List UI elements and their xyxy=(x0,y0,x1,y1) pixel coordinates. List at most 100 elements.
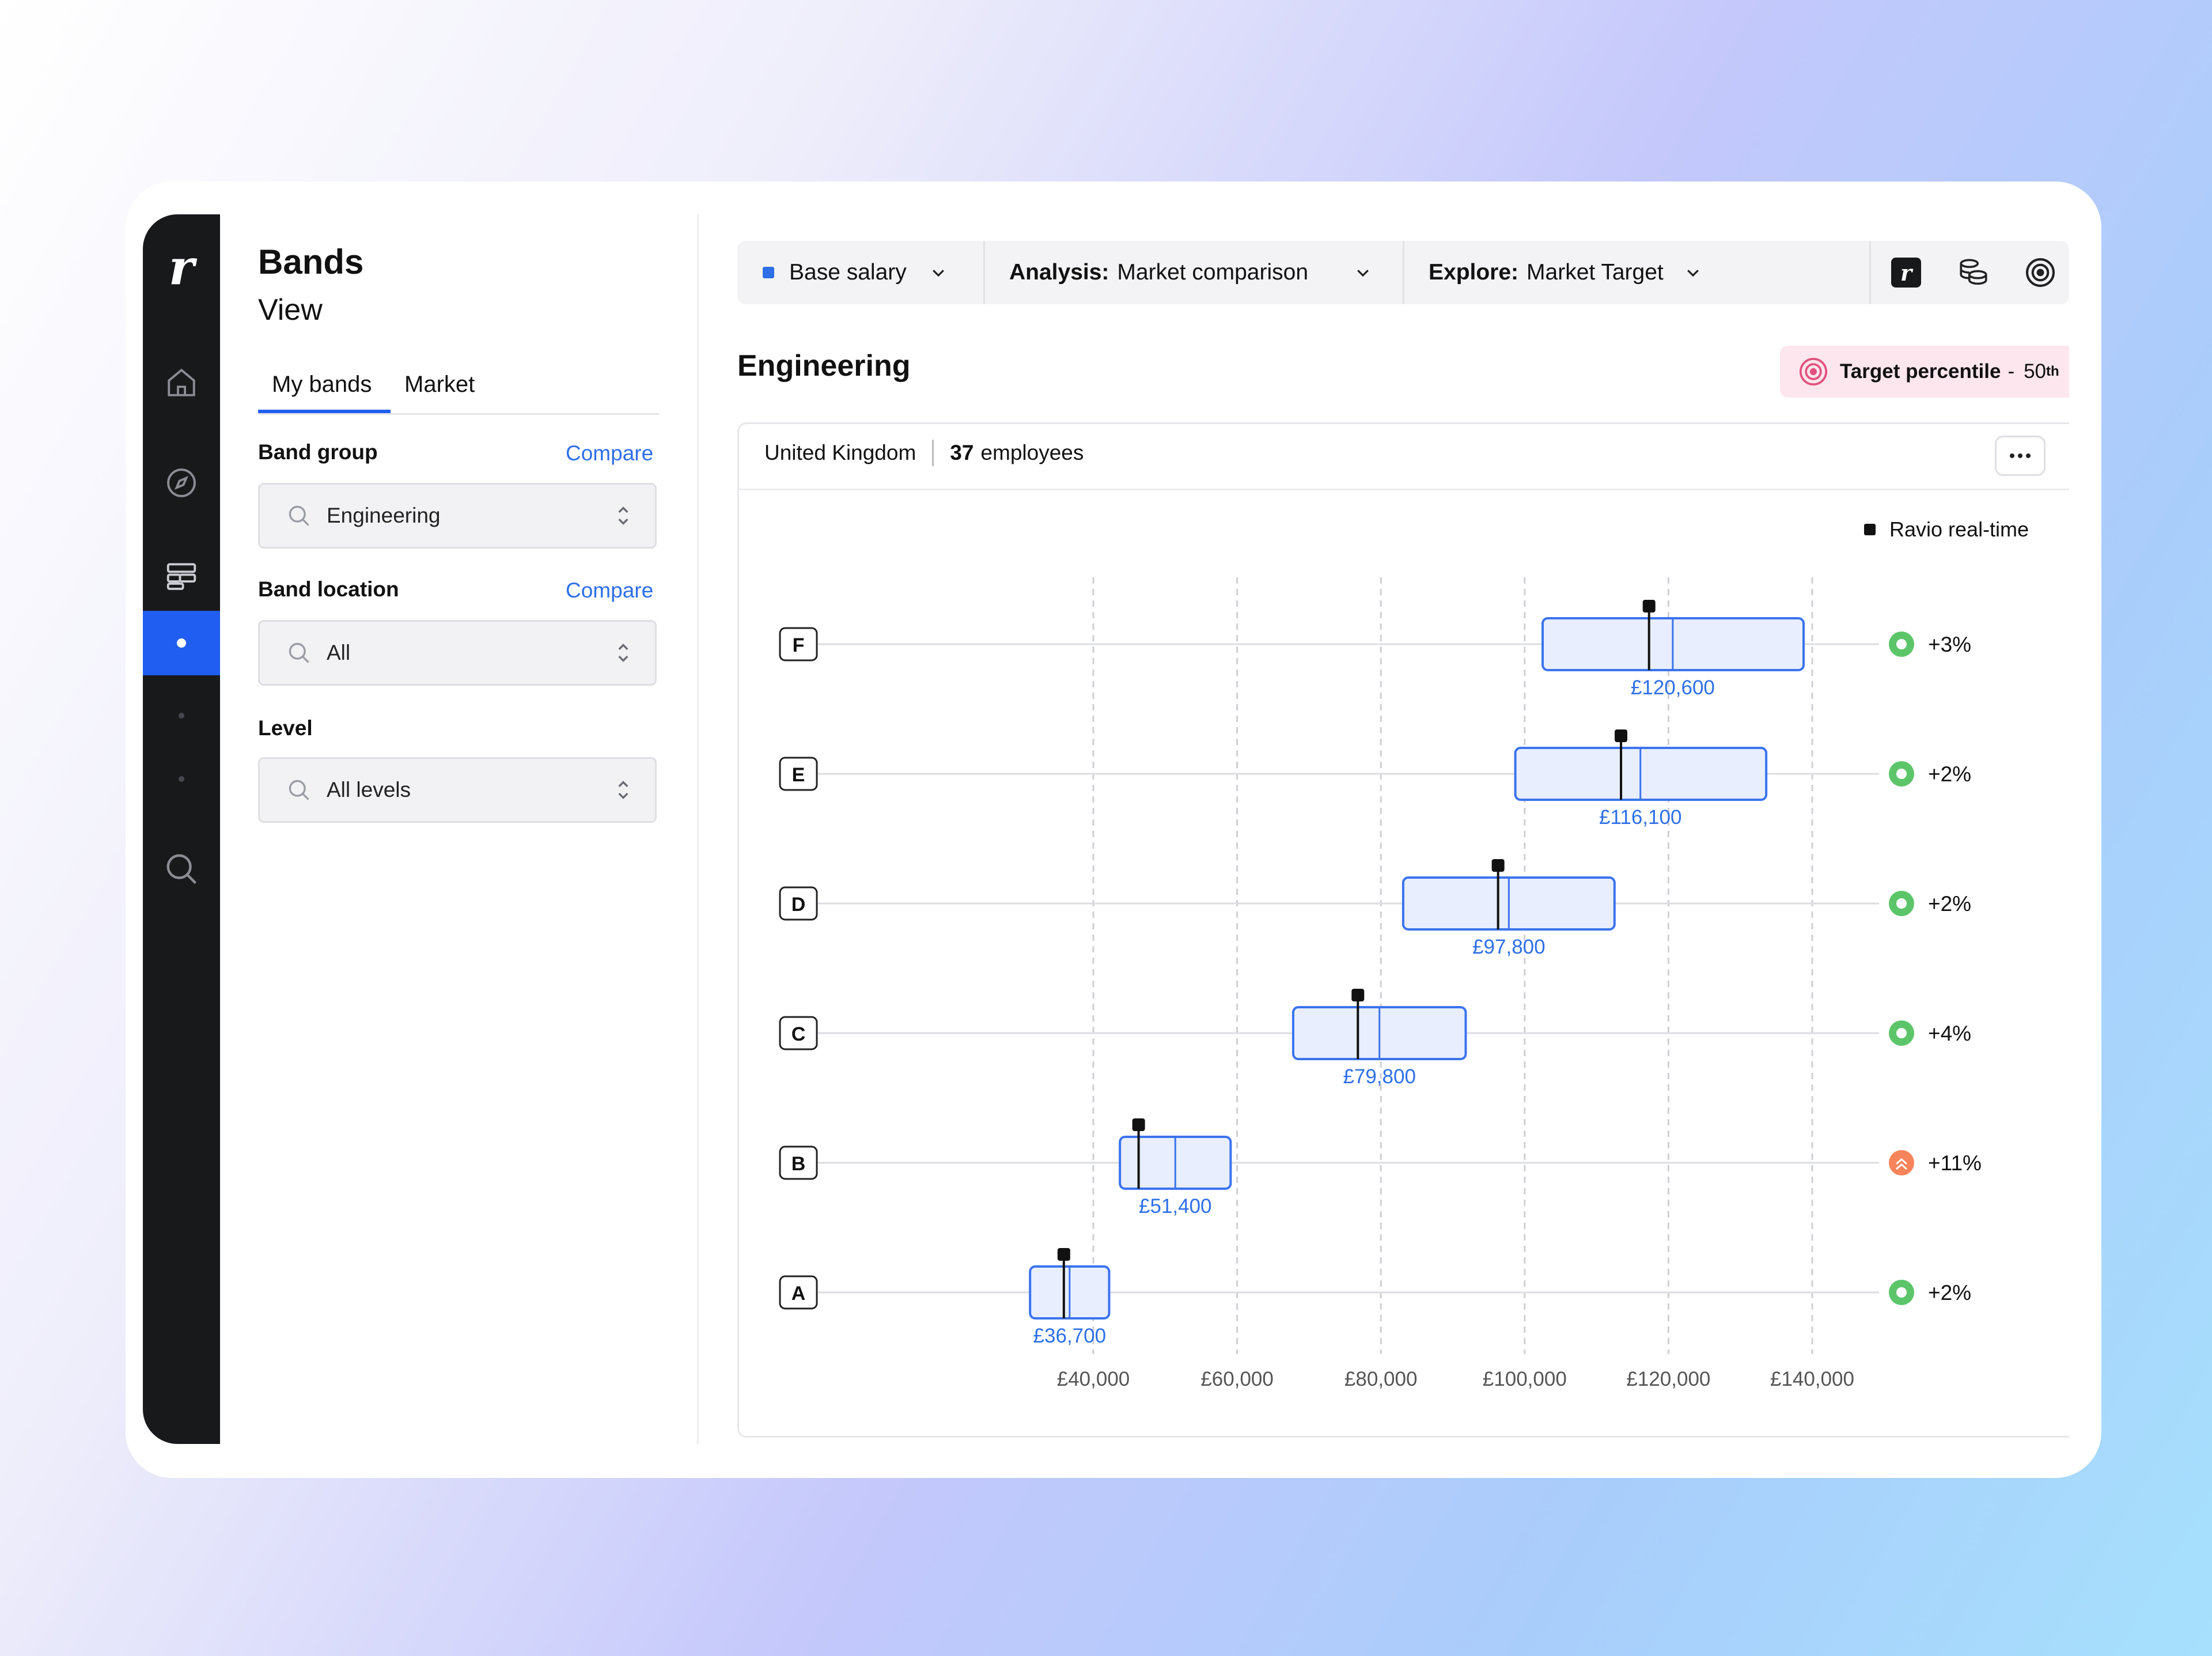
sidebar-item-dot[interactable] xyxy=(143,767,220,791)
search-icon xyxy=(289,780,309,800)
search-icon xyxy=(289,642,309,663)
target-percentile-suffix: th xyxy=(2046,364,2059,379)
x-tick-label: £120,000 xyxy=(1626,1368,1710,1390)
level-badge xyxy=(779,627,818,661)
chart-legend: Ravio real-time xyxy=(1864,517,2029,542)
header-separator xyxy=(932,440,934,466)
toolbar-divider xyxy=(1403,241,1404,304)
logo[interactable]: r xyxy=(143,235,220,298)
band-group-compare-link[interactable]: Compare xyxy=(566,441,654,465)
level-label: E xyxy=(792,764,805,786)
metric-label: Base salary xyxy=(789,260,907,285)
home-icon[interactable] xyxy=(143,356,220,409)
x-tick-label: £140,000 xyxy=(1770,1368,1854,1390)
x-tick-label: £100,000 xyxy=(1483,1368,1567,1390)
ravio-data-icon[interactable]: r xyxy=(1889,255,1923,290)
target-icon xyxy=(1799,357,1828,386)
band-location-label: Band location xyxy=(258,577,399,601)
target-icon[interactable] xyxy=(2023,255,2058,290)
page-subtitle: View xyxy=(258,293,323,327)
band-group-select[interactable]: Engineering xyxy=(258,483,657,549)
sidebar-rail: r xyxy=(143,214,220,1444)
market-marker xyxy=(1491,859,1505,872)
search-icon xyxy=(289,505,309,526)
chevron-up-down-icon xyxy=(618,781,628,799)
legend-label: Ravio real-time xyxy=(1889,517,2029,541)
ellipsis-icon xyxy=(2010,453,2031,458)
status-dot-icon xyxy=(1896,1028,1907,1038)
sidebar-item-active[interactable] xyxy=(143,611,220,675)
status-indicator xyxy=(1889,1150,1914,1175)
level-label: C xyxy=(791,1023,806,1045)
app-card xyxy=(126,182,2101,1478)
level-label: Level xyxy=(258,716,313,740)
tab-active-indicator xyxy=(258,410,391,413)
compass-icon[interactable] xyxy=(143,456,220,509)
sidebar-item-dot[interactable] xyxy=(143,704,220,727)
location-label: United Kingdom xyxy=(764,441,916,464)
band-midpoint-label: £97,800 xyxy=(1472,936,1546,958)
toolbar-divider xyxy=(1869,241,1871,304)
level-badge xyxy=(779,757,818,791)
metric-dropdown[interactable]: Base salary xyxy=(763,241,947,304)
band-group-value: Engineering xyxy=(327,504,441,527)
header-divider xyxy=(739,489,2069,490)
target-separator: - xyxy=(2008,360,2015,383)
x-tick-label: £60,000 xyxy=(1200,1368,1274,1390)
view-tabs: My bands Market xyxy=(258,366,659,415)
legend-marker xyxy=(1864,524,1876,535)
band-midpoint-label: £120,600 xyxy=(1631,676,1715,699)
chevron-up-icon xyxy=(1896,1158,1907,1170)
tab-market[interactable]: Market xyxy=(404,372,475,397)
delta-label: +2% xyxy=(1928,762,1971,786)
level-label: D xyxy=(791,894,806,916)
target-percentile-value: 50 xyxy=(2024,360,2047,383)
market-marker xyxy=(1057,1248,1070,1261)
active-dot xyxy=(177,638,186,648)
delta-label: +11% xyxy=(1928,1151,1982,1175)
chevron-up-down-icon xyxy=(618,506,628,525)
explore-dropdown[interactable]: Explore: Market Target xyxy=(1429,241,1702,304)
market-marker xyxy=(1642,600,1656,613)
level-select[interactable]: All levels xyxy=(258,757,657,823)
band-midpoint-label: £116,100 xyxy=(1599,806,1681,829)
chevron-down-icon xyxy=(1357,270,1369,277)
chart-card xyxy=(737,422,2069,1438)
analysis-dropdown[interactable]: Analysis: Market comparison xyxy=(1009,241,1372,304)
chevron-down-icon xyxy=(932,270,944,277)
analysis-value: Market comparison xyxy=(1117,260,1309,285)
delta-label: +2% xyxy=(1928,892,1971,916)
status-dot-icon xyxy=(1896,1287,1907,1298)
employee-count: 37 xyxy=(950,441,974,464)
level-badge xyxy=(779,886,818,921)
x-tick-label: £40,000 xyxy=(1057,1368,1130,1390)
coins-icon[interactable] xyxy=(1956,255,1991,290)
band-location-select[interactable]: All xyxy=(258,620,657,686)
status-dot-icon xyxy=(1896,769,1907,779)
tab-my-bands[interactable]: My bands xyxy=(272,372,372,397)
more-options-button[interactable] xyxy=(1995,436,2046,476)
delta-label: +4% xyxy=(1928,1022,1971,1045)
status-dot-icon xyxy=(1896,639,1907,649)
status-dot-icon xyxy=(1896,898,1907,909)
toolbar-divider xyxy=(983,241,985,304)
delta-label: +3% xyxy=(1928,633,1971,656)
explore-value: Market Target xyxy=(1527,260,1664,285)
band-location-compare-link[interactable]: Compare xyxy=(566,579,654,602)
level-value: All levels xyxy=(327,778,411,801)
level-badge xyxy=(779,1275,818,1310)
market-marker xyxy=(1351,989,1365,1001)
search-icon[interactable] xyxy=(143,841,220,897)
market-marker xyxy=(1615,729,1628,742)
band-location-value: All xyxy=(327,641,351,664)
chevron-down-icon xyxy=(1687,270,1699,277)
delta-label: +2% xyxy=(1928,1281,1971,1305)
band-midpoint-label: £36,700 xyxy=(1033,1325,1107,1347)
level-label: A xyxy=(791,1283,806,1305)
page-title: Bands xyxy=(258,243,364,281)
level-badge xyxy=(779,1145,818,1180)
market-marker xyxy=(1132,1118,1145,1131)
bands-icon[interactable] xyxy=(143,550,220,603)
